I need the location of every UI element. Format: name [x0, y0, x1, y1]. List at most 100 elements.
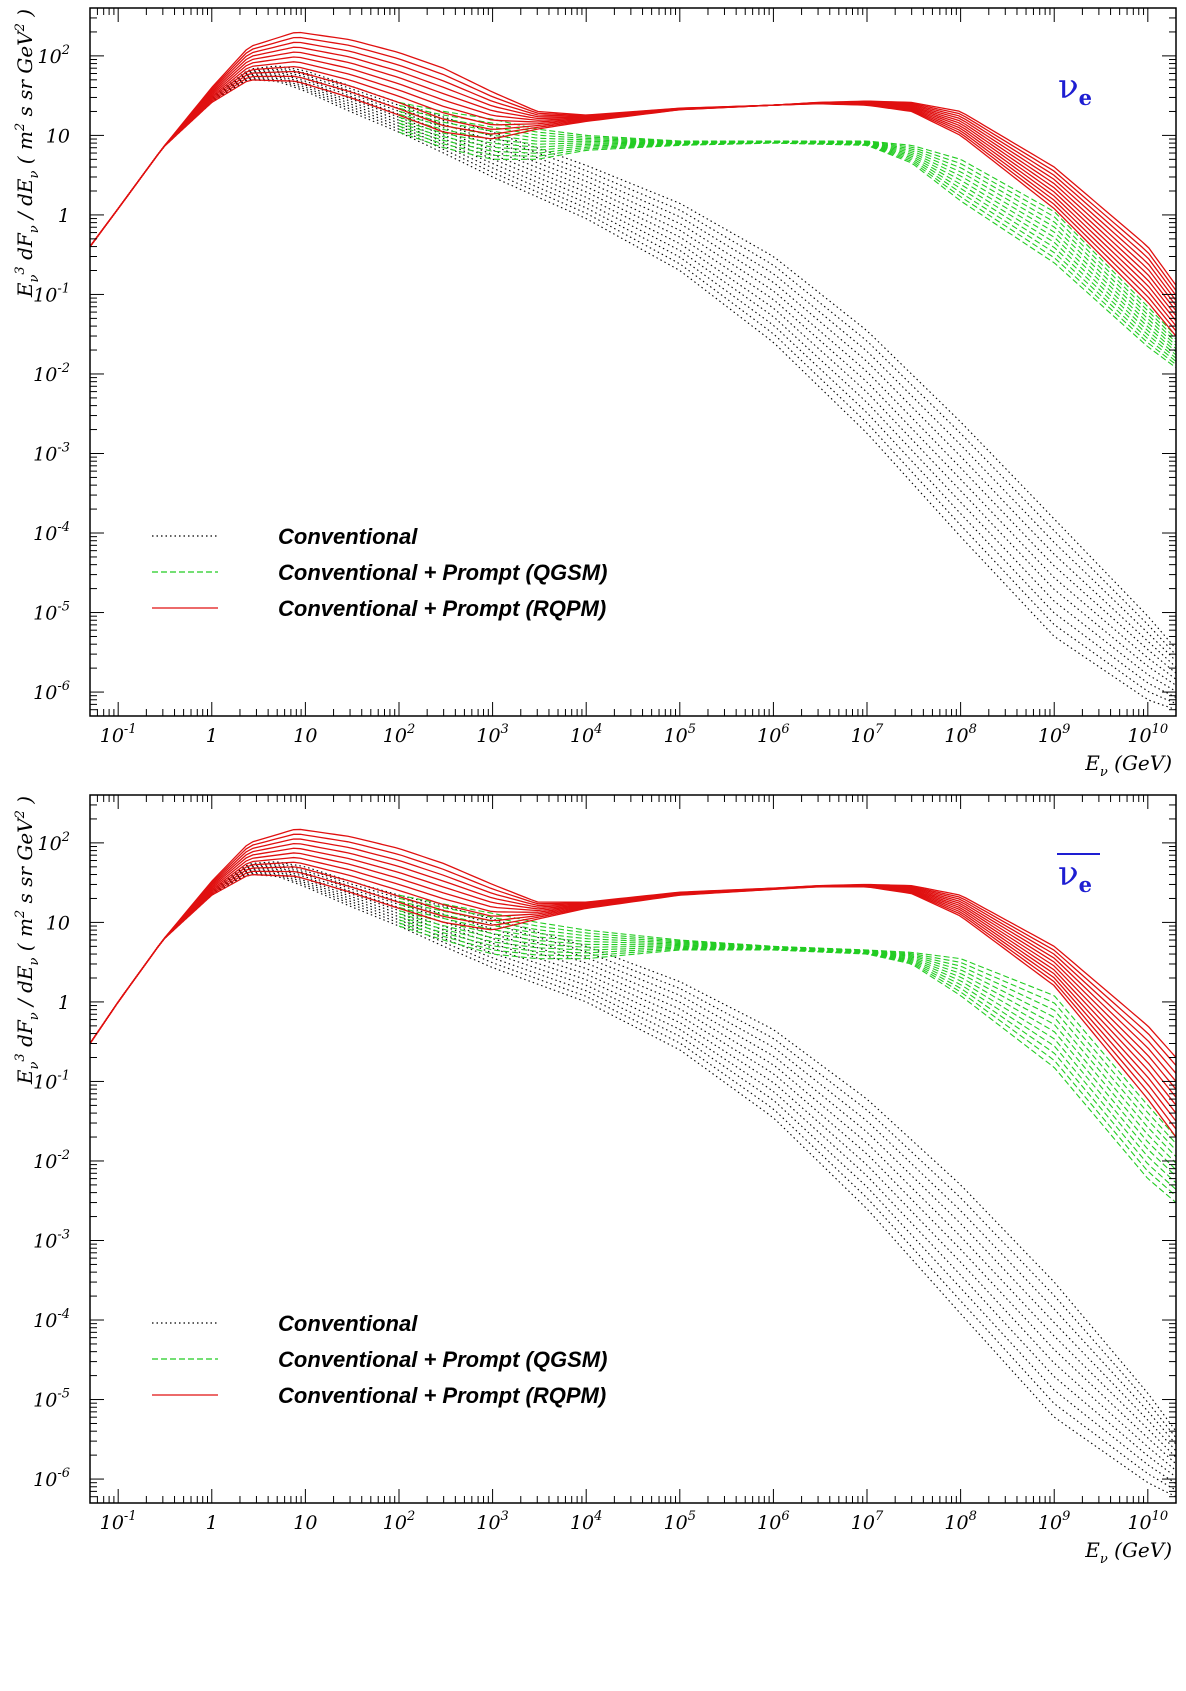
- y-axis-label: Eν3 dFν / dEν ( m2 s sr GeV2 ): [13, 9, 42, 298]
- series-curve: [90, 852, 1176, 1098]
- y-tick-label: 10-1: [33, 281, 70, 306]
- x-tick-label: 109: [1038, 1509, 1070, 1534]
- y-tick-label: 1: [58, 205, 70, 227]
- x-tick-label: 1010: [1127, 722, 1168, 747]
- series-curve: [90, 67, 1176, 656]
- series-curve: [90, 828, 1176, 1058]
- y-tick-label: 10-6: [33, 679, 70, 704]
- x-tick-label: 103: [476, 1509, 508, 1534]
- y-tick-label: 102: [38, 830, 70, 855]
- curves-group: [90, 31, 1176, 711]
- x-tick-labels: 10-1 1 10 102 103 104 105 106 107 108 109 1010: [100, 722, 1168, 747]
- series-curve: [90, 78, 1176, 705]
- y-tick-label: 10-2: [33, 361, 70, 386]
- y-tick-labels: 102 10 1 10-1 10-2 10-3 10-4 10-5 10-6: [33, 830, 70, 1491]
- x-tick-label: 1010: [1127, 1509, 1168, 1534]
- y-tick-label: 102: [38, 43, 70, 68]
- legend-label: Conventional: [278, 1311, 418, 1336]
- series-curve: [90, 873, 1176, 1491]
- legend-label: Conventional + Prompt (RQPM): [278, 596, 606, 621]
- series-curve: [90, 74, 1176, 686]
- series-solid: [90, 31, 1176, 337]
- series-curve: [398, 125, 1176, 362]
- legend-label: Conventional: [278, 524, 418, 549]
- series-curve: [398, 919, 1176, 1190]
- series-curve: [398, 131, 1176, 369]
- series-curve: [90, 870, 1176, 1478]
- series-curve: [398, 110, 1176, 346]
- x-tick-label: 102: [383, 1509, 415, 1534]
- x-tick-label: 10-1: [100, 1509, 137, 1534]
- series-curve: [90, 76, 1176, 692]
- series-curve: [90, 51, 1176, 307]
- series-curve: [90, 46, 1176, 301]
- y-tick-labels: 102 10 1 10-1 10-2 10-3 10-4 10-5 10-6: [33, 43, 70, 704]
- series-curve: [398, 101, 1176, 337]
- series-curve: [90, 842, 1176, 1082]
- series-curve: [90, 871, 1176, 1485]
- x-tick-label: 10-1: [100, 722, 137, 747]
- series-curve: [90, 868, 1176, 1465]
- series-curve: [90, 77, 1176, 699]
- series-dashed: [398, 894, 1176, 1203]
- y-tick-label: 10-1: [33, 1068, 70, 1093]
- axis-ticks: [89, 794, 1177, 1504]
- y-tick-label: 10-6: [33, 1466, 70, 1491]
- x-tick-label: 105: [664, 1509, 696, 1534]
- series-curve: [90, 856, 1176, 1106]
- panel-anti-nu-e: 10-1 1 10 102 103 104 105 106 107 108 109 1010 1021…: [13, 794, 1177, 1567]
- series-dotted: [90, 65, 1176, 711]
- y-tick-label: 10-3: [33, 440, 70, 465]
- legend: Conventional Conventional + Prompt (QGSM)…: [152, 524, 607, 621]
- plot-frame: [89, 7, 1177, 717]
- y-tick-label: 10: [46, 125, 70, 147]
- plot-frame: [89, 794, 1177, 1504]
- series-curve: [90, 869, 1176, 1471]
- series-curve: [90, 65, 1176, 322]
- series-curve: [90, 70, 1176, 668]
- x-tick-label: 10: [293, 1512, 317, 1534]
- series-curve: [90, 61, 1176, 317]
- flavor-annotation: νe: [1057, 853, 1100, 897]
- series-curve: [90, 79, 1176, 337]
- x-tick-label: 103: [476, 722, 508, 747]
- y-tick-label: 10-4: [33, 1307, 70, 1332]
- series-curve: [90, 864, 1176, 1445]
- y-tick-label: 10-3: [33, 1227, 70, 1252]
- x-tick-label: 104: [570, 722, 602, 747]
- series-curve: [90, 865, 1176, 1452]
- series-curve: [90, 73, 1176, 680]
- y-tick-label: 10-2: [33, 1148, 70, 1173]
- series-curve: [398, 897, 1176, 1144]
- x-tick-label: 107: [851, 1509, 884, 1534]
- series-curve: [90, 861, 1176, 1432]
- x-tick-label: 107: [851, 722, 884, 747]
- series-curve: [90, 870, 1176, 1130]
- x-tick-label: 109: [1038, 722, 1070, 747]
- y-tick-label: 10-5: [33, 1387, 70, 1412]
- x-tick-label: 106: [757, 1509, 789, 1534]
- x-tick-label: 104: [570, 1509, 602, 1534]
- series-curve: [90, 56, 1176, 312]
- x-tick-labels: 10-1 1 10 102 103 104 105 106 107 108 109 1010: [100, 1509, 1168, 1534]
- y-tick-label: 10: [46, 912, 70, 934]
- series-dotted: [90, 861, 1176, 1498]
- series-curve: [90, 867, 1176, 1458]
- legend-label: Conventional + Prompt (QGSM): [278, 560, 607, 585]
- series-curve: [90, 71, 1176, 674]
- y-tick-label: 10-5: [33, 600, 70, 625]
- series-dashed: [398, 101, 1176, 369]
- flavor-label: νe: [1058, 854, 1092, 897]
- series-curve: [90, 874, 1176, 1138]
- series-curve: [90, 874, 1176, 1498]
- series-curve: [398, 922, 1176, 1197]
- legend-label: Conventional + Prompt (RQPM): [278, 1383, 606, 1408]
- panel-nu-e: 10-1 1 10 102 103 104 105 106 107 108 109 1010 1021…: [13, 7, 1177, 780]
- curves-group: [90, 828, 1176, 1498]
- series-curve: [90, 68, 1176, 662]
- x-axis-label: Eν (GeV): [1084, 751, 1172, 780]
- series-curve: [90, 70, 1176, 327]
- x-tick-label: 108: [944, 1509, 976, 1534]
- flavor-annotation: νe: [1058, 67, 1092, 110]
